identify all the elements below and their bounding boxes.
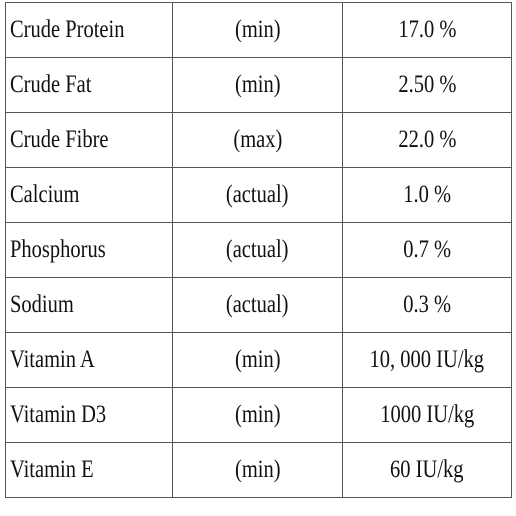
table-cell: 1.0 % (342, 167, 512, 223)
measure-type: (min) (234, 71, 281, 98)
table-cell: 1000 IU/kg (342, 387, 512, 443)
nutrient-value: 0.3 % (403, 291, 451, 318)
table-cell: (actual) (172, 222, 343, 278)
table-cell: Crude Fat (5, 57, 173, 113)
nutrient-value: 22.0 % (397, 126, 457, 153)
table-cell: (actual) (172, 167, 343, 223)
measure-type: (max) (233, 126, 282, 153)
nutrient-value: 1.0 % (403, 181, 451, 208)
table-row: Crude Protein (min) 17.0 % (5, 2, 512, 58)
table-cell: 17.0 % (342, 2, 512, 58)
nutrient-name: Sodium (10, 291, 74, 318)
nutrient-value: 0.7 % (403, 236, 451, 263)
table-cell: Vitamin D3 (5, 387, 173, 443)
table-cell: Calcium (5, 167, 173, 223)
table-cell: 10, 000 IU/kg (342, 332, 512, 388)
nutrient-value: 1000 IU/kg (380, 401, 474, 428)
measure-type: (actual) (226, 181, 289, 208)
table-cell: Phosphorus (5, 222, 173, 278)
table-cell: Vitamin E (5, 442, 173, 498)
nutrient-name: Crude Fat (10, 71, 92, 98)
table-cell: (min) (172, 57, 343, 113)
measure-type: (min) (234, 346, 281, 373)
table-cell: Vitamin A (5, 332, 173, 388)
table-row: Vitamin E (min) 60 IU/kg (5, 442, 512, 498)
nutrient-value: 17.0 % (397, 16, 457, 43)
table-cell: (min) (172, 332, 343, 388)
table-row: Vitamin A (min) 10, 000 IU/kg (5, 332, 512, 388)
measure-type: (min) (234, 16, 281, 43)
nutrient-value: 2.50 % (397, 71, 457, 98)
nutrient-name: Phosphorus (10, 236, 106, 263)
table-cell: (min) (172, 2, 343, 58)
table-cell: (min) (172, 387, 343, 443)
nutrient-name: Vitamin D3 (10, 401, 107, 428)
measure-type: (actual) (226, 291, 289, 318)
page: Crude Protein (min) 17.0 % Crude Fat (min) 2.… (5, 2, 512, 498)
nutrient-name: Vitamin E (10, 456, 94, 483)
table-cell: Sodium (5, 277, 173, 333)
table-cell: (min) (172, 442, 343, 498)
table-cell: (actual) (172, 277, 343, 333)
table-row: Crude Fat (min) 2.50 % (5, 57, 512, 113)
measure-type: (min) (234, 401, 281, 428)
measure-type: (min) (234, 456, 281, 483)
measure-type: (actual) (226, 236, 289, 263)
nutrient-value: 10, 000 IU/kg (369, 346, 485, 373)
table-cell: 60 IU/kg (342, 442, 512, 498)
table-cell: 0.7 % (342, 222, 512, 278)
nutrient-name: Vitamin A (10, 346, 95, 373)
table-cell: 22.0 % (342, 112, 512, 168)
table-row: Sodium (actual) 0.3 % (5, 277, 512, 333)
nutrient-table: Crude Protein (min) 17.0 % Crude Fat (min) 2.… (5, 2, 512, 498)
table-cell: 2.50 % (342, 57, 512, 113)
table-cell: (max) (172, 112, 343, 168)
table-cell: Crude Protein (5, 2, 173, 58)
table-row: Vitamin D3 (min) 1000 IU/kg (5, 387, 512, 443)
nutrient-value: 60 IU/kg (390, 456, 464, 483)
table-cell: 0.3 % (342, 277, 512, 333)
nutrient-name: Crude Protein (10, 16, 125, 43)
table-body: Crude Protein (min) 17.0 % Crude Fat (min) 2.… (5, 2, 512, 498)
nutrient-name: Calcium (10, 181, 80, 208)
table-row: Crude Fibre (max) 22.0 % (5, 112, 512, 168)
table-row: Calcium (actual) 1.0 % (5, 167, 512, 223)
nutrient-name: Crude Fibre (10, 126, 109, 153)
table-row: Phosphorus (actual) 0.7 % (5, 222, 512, 278)
table-cell: Crude Fibre (5, 112, 173, 168)
